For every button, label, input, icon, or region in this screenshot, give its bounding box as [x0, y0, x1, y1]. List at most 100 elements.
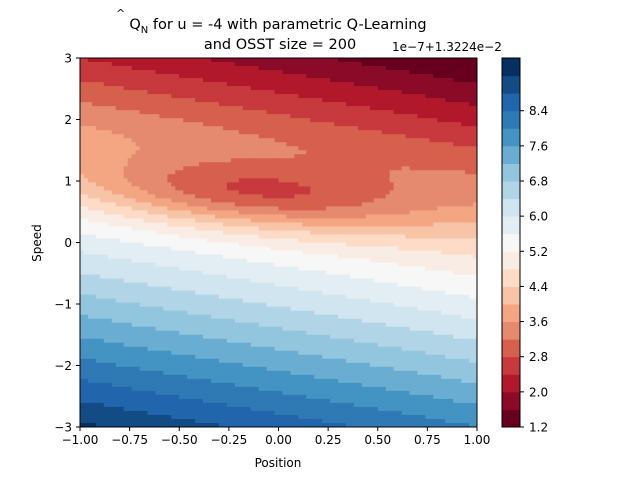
- contour-cell: [393, 254, 399, 260]
- contour-cell: [373, 102, 379, 107]
- contour-cell: [254, 158, 260, 163]
- contour-cell: [187, 134, 192, 139]
- contour-cell: [155, 150, 160, 155]
- contour-cell: [373, 118, 379, 123]
- contour-cell: [465, 190, 470, 195]
- contour-cell: [135, 66, 141, 71]
- contour-cell: [80, 186, 85, 191]
- contour-cell: [330, 182, 335, 187]
- contour-cell: [147, 82, 153, 87]
- contour-cell: [111, 246, 117, 252]
- contour-cell: [318, 142, 323, 147]
- contour-cell: [131, 118, 137, 123]
- contour-cell: [421, 218, 426, 224]
- contour-cell: [334, 246, 339, 252]
- contour-cell: [123, 254, 129, 260]
- contour-cell: [453, 238, 458, 244]
- contour-cell: [234, 158, 240, 163]
- contour-cell: [326, 226, 331, 232]
- contour-cell: [334, 90, 339, 95]
- contour-cell: [298, 194, 303, 199]
- contour-cell: [282, 254, 288, 260]
- contour-cell: [401, 230, 407, 236]
- contour-cell: [99, 234, 105, 240]
- contour-cell: [147, 238, 153, 244]
- contour-cell: [99, 206, 105, 212]
- contour-cell: [143, 234, 149, 240]
- contour-cell: [349, 238, 355, 244]
- contour-cell: [266, 222, 272, 228]
- contour-cell: [334, 102, 339, 107]
- contour-cell: [87, 126, 93, 131]
- contour-cell: [131, 182, 137, 187]
- contour-cell: [83, 74, 89, 79]
- contour-cell: [385, 82, 391, 87]
- contour-cell: [191, 210, 196, 216]
- contour-cell: [214, 130, 220, 135]
- contour-cell: [107, 150, 113, 155]
- contour-cell: [342, 86, 347, 91]
- contour-cell: [334, 58, 339, 63]
- contour-cell: [107, 170, 113, 175]
- contour-cell: [175, 90, 180, 95]
- contour-cell: [381, 154, 387, 159]
- contour-cell: [234, 102, 240, 107]
- contour-cell: [183, 234, 188, 240]
- contour-cell: [119, 182, 125, 187]
- contour-cell: [155, 166, 160, 171]
- contour-cell: [437, 74, 442, 79]
- contour-cell: [314, 122, 319, 127]
- contour-cell: [218, 190, 224, 195]
- contour-cell: [270, 94, 276, 99]
- contour-cell: [187, 62, 192, 67]
- contour-cell: [103, 198, 109, 203]
- contour-cell: [107, 226, 113, 232]
- contour-cell: [91, 250, 97, 256]
- contour-cell: [334, 250, 339, 256]
- contour-cell: [314, 214, 319, 220]
- contour-cell: [87, 242, 93, 248]
- contour-cell: [286, 78, 292, 83]
- contour-cell: [222, 162, 228, 167]
- contour-cell: [349, 134, 355, 139]
- contour-cell: [83, 158, 89, 163]
- contour-cell: [294, 166, 299, 171]
- contour-cell: [306, 62, 311, 67]
- contour-cell: [115, 106, 121, 111]
- contour-cell: [187, 242, 192, 248]
- contour-cell: [429, 182, 434, 187]
- contour-cell: [417, 78, 423, 83]
- contour-cell: [401, 218, 407, 224]
- contour-cell: [214, 198, 220, 203]
- contour-cell: [254, 230, 260, 236]
- contour-cell: [254, 234, 260, 240]
- contour-cell: [345, 78, 351, 83]
- contour-cell: [365, 62, 371, 67]
- contour-cell: [405, 186, 411, 191]
- contour-cell: [199, 150, 204, 155]
- contour-cell: [397, 166, 403, 171]
- contour-cell: [453, 250, 458, 256]
- contour-cell: [461, 158, 466, 163]
- contour-cell: [115, 234, 121, 240]
- contour-cell: [250, 178, 256, 183]
- contour-cell: [218, 206, 224, 212]
- contour-cell: [361, 182, 367, 187]
- contour-cell: [342, 226, 347, 232]
- contour-cell: [334, 202, 339, 207]
- contour-cell: [322, 102, 327, 107]
- contour-cell: [238, 158, 244, 163]
- contour-cell: [397, 158, 403, 163]
- contour-cell: [139, 162, 145, 167]
- contour-cell: [135, 70, 141, 75]
- contour-cell: [183, 138, 188, 143]
- contour-cell: [207, 246, 212, 252]
- contour-cell: [187, 186, 192, 191]
- contour-cell: [238, 98, 244, 103]
- contour-cell: [171, 206, 176, 212]
- contour-cell: [342, 62, 347, 67]
- contour-cell: [290, 242, 295, 248]
- contour-cell: [195, 138, 200, 143]
- contour-cell: [413, 222, 419, 228]
- contour-cell: [465, 66, 470, 71]
